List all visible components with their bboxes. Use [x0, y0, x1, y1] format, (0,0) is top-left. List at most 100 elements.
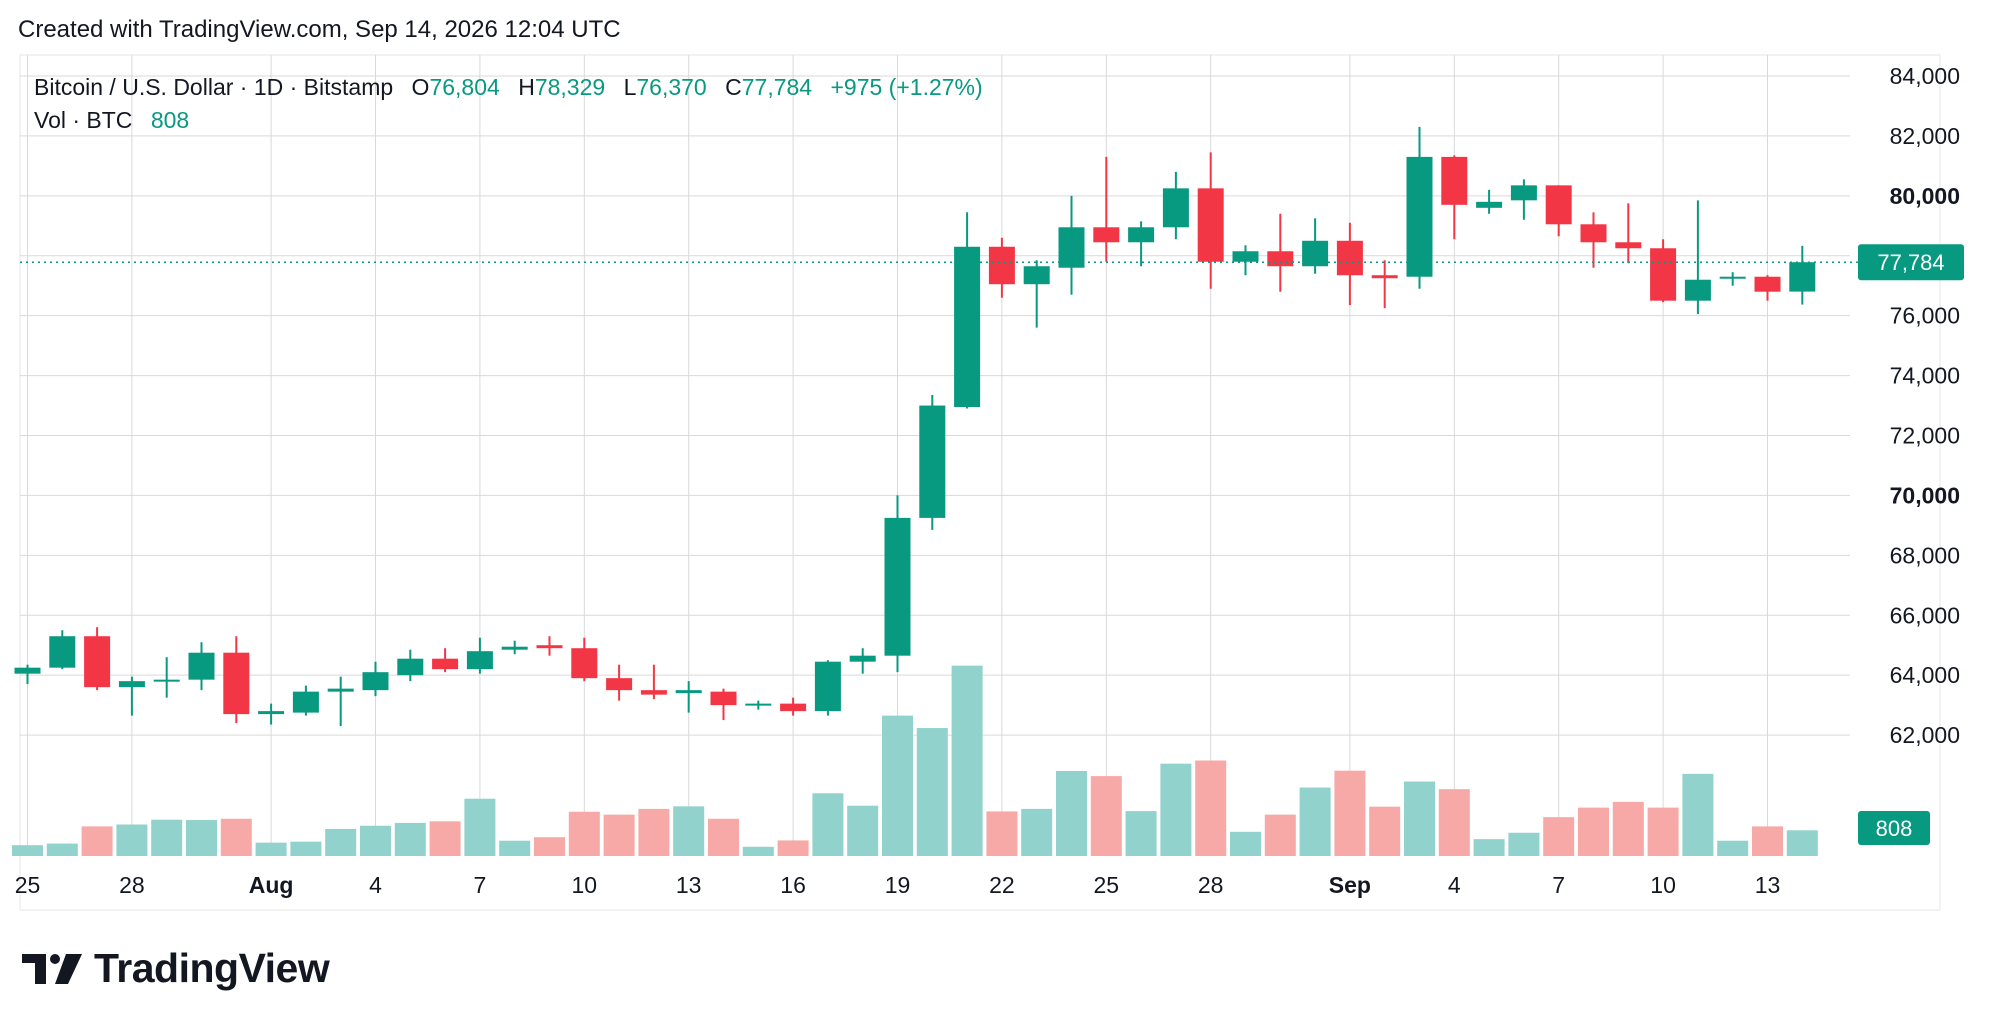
volume-bar — [12, 845, 43, 856]
x-tick-label: 7 — [474, 872, 487, 898]
volume-bar — [638, 808, 670, 856]
volume-bar — [986, 811, 1018, 856]
x-tick-label: 25 — [15, 872, 41, 898]
candle-body — [1197, 188, 1224, 262]
candle-body — [1476, 201, 1503, 208]
tradingview-brand[interactable]: TradingView — [22, 945, 330, 992]
legend-volume-line: Vol · BTC 808 — [34, 107, 189, 133]
candle-body — [606, 678, 633, 691]
volume-bar — [1786, 830, 1818, 856]
x-tick-label: 25 — [1094, 872, 1120, 898]
volume-bar — [951, 665, 983, 856]
x-tick-label: 7 — [1552, 872, 1565, 898]
volume-badge-label: 808 — [1876, 816, 1913, 841]
candle-body — [640, 690, 667, 695]
tradingview-wordmark: TradingView — [94, 945, 330, 991]
candle-body — [1232, 251, 1259, 262]
volume-bar — [1404, 781, 1435, 856]
volume-bar — [1543, 817, 1575, 856]
volume-bar — [708, 818, 739, 856]
candle-body — [745, 703, 772, 706]
candle-body — [362, 672, 389, 691]
y-tick-label: 62,000 — [1890, 722, 1960, 748]
candle-body — [1058, 227, 1085, 268]
legend-high-label: H — [518, 74, 535, 100]
y-tick-label: 74,000 — [1890, 363, 1960, 389]
x-tick-label: 22 — [989, 872, 1015, 898]
candle-body — [1789, 262, 1816, 292]
x-tick-label: Sep — [1329, 872, 1371, 898]
x-tick-label: Aug — [249, 872, 294, 898]
volume-bar — [1438, 789, 1470, 856]
candle-body — [14, 667, 41, 674]
volume-bar — [1682, 773, 1714, 856]
candle-body — [780, 703, 807, 712]
volume-bar — [1195, 760, 1227, 856]
candle-body — [1336, 240, 1363, 276]
volume-bar — [1264, 814, 1296, 856]
volume-bar — [1508, 832, 1540, 856]
legend-change: +975 (+1.27%) — [830, 74, 982, 100]
volume-bar — [290, 841, 322, 856]
volume-bar — [882, 715, 913, 856]
legend-high-value: 78,329 — [535, 74, 605, 100]
candle-body — [1023, 266, 1050, 285]
candle-body — [1093, 227, 1120, 243]
legend-symbol: Bitcoin / U.S. Dollar · 1D · Bitstamp — [34, 74, 393, 100]
volume-bars — [12, 665, 1818, 856]
volume-badge: 808 — [1858, 811, 1930, 845]
candle-body — [84, 636, 111, 688]
candle-body — [954, 246, 981, 408]
volume-bar — [1752, 826, 1783, 856]
volume-bar — [1334, 770, 1366, 856]
volume-bar — [1160, 763, 1192, 856]
y-tick-label: 80,000 — [1890, 183, 1960, 209]
volume-bar — [464, 798, 496, 856]
legend-volume-label: Vol · BTC — [34, 107, 132, 133]
legend-low-label: L — [624, 74, 637, 100]
volume-bar — [220, 818, 252, 856]
candles — [14, 126, 1816, 727]
legend-close-value: 77,784 — [742, 74, 813, 100]
candle-body — [814, 661, 841, 712]
x-tick-label: 13 — [1755, 872, 1781, 898]
volume-bar — [1578, 807, 1609, 856]
candle-body — [432, 658, 459, 670]
candle-body — [153, 679, 180, 682]
volume-bar — [812, 793, 844, 856]
price-badge-label: 77,784 — [1877, 250, 1944, 275]
volume-bar — [1021, 808, 1053, 856]
y-tick-label: 64,000 — [1890, 662, 1960, 688]
candle-body — [919, 405, 946, 518]
volume-bar — [742, 846, 774, 856]
candle-body — [397, 658, 424, 676]
candle-body — [1615, 242, 1642, 249]
y-axis: 84,00082,00080,00078,00076,00074,00072,0… — [1890, 63, 1960, 748]
candle-body — [1580, 224, 1607, 243]
candle-body — [1162, 188, 1189, 228]
volume-bar — [325, 828, 357, 856]
volume-bar — [1717, 840, 1749, 856]
x-tick-label: 4 — [1448, 872, 1461, 898]
volume-bar — [1369, 806, 1401, 856]
y-tick-label: 84,000 — [1890, 63, 1960, 89]
volume-bar — [1230, 831, 1261, 856]
volume-bar — [116, 824, 148, 856]
volume-bar — [568, 811, 600, 856]
legend-open-label: O — [412, 74, 430, 100]
candle-body — [258, 711, 285, 715]
volume-bar — [534, 837, 565, 856]
x-tick-label: 19 — [885, 872, 911, 898]
candle-body — [223, 652, 250, 715]
y-tick-label: 68,000 — [1890, 542, 1960, 568]
candle-body — [988, 246, 1015, 285]
candle-body — [675, 690, 702, 694]
candle-body — [118, 681, 145, 688]
volume-bar — [186, 820, 217, 856]
volume-bar — [1473, 839, 1505, 856]
candle-body — [849, 655, 876, 662]
volume-bar — [916, 728, 948, 856]
candle-body — [1650, 248, 1677, 301]
legend-open-value: 76,804 — [429, 74, 500, 100]
